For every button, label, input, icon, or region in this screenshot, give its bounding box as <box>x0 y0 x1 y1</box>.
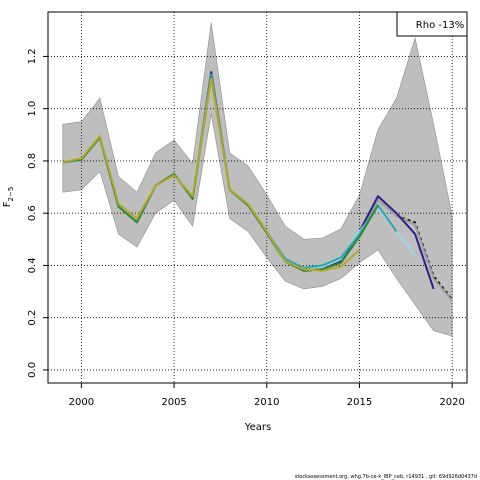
grid <box>48 12 467 383</box>
legend-box <box>396 11 468 37</box>
y-tick-label: 1.0 <box>27 101 38 117</box>
x-tick-label: 2020 <box>439 397 464 408</box>
x-axis: 2000 2005 2010 2015 2020 <box>69 383 465 408</box>
plot-frame <box>47 11 468 384</box>
footer-note: stockassessment.org, whg.7b-ce-k_IBP_ceb… <box>295 474 477 480</box>
y-tick-label: 0.2 <box>27 310 38 326</box>
series-lines <box>62 71 453 302</box>
y-tick-label: 0.8 <box>27 153 38 169</box>
y-tick-label: 0.0 <box>27 362 38 378</box>
legend-text: Rho -13% <box>416 20 464 31</box>
y-tick-label: 0.6 <box>27 205 38 221</box>
x-tick-label: 2015 <box>347 397 372 408</box>
x-tick-label: 2000 <box>69 397 94 408</box>
x-tick-label: 2005 <box>161 397 186 408</box>
y-axis: 0.0 0.2 0.4 0.6 0.8 1.0 1.2 <box>27 48 48 378</box>
legend: Rho -13% <box>396 11 468 37</box>
y-axis-title: F2−5 <box>2 187 15 208</box>
x-axis-title: Years <box>244 422 271 433</box>
y-tick-label: 1.2 <box>27 48 38 64</box>
x-tick-label: 2010 <box>254 397 279 408</box>
series-line-7 <box>62 77 361 272</box>
y-axis-title-main: F <box>2 201 13 207</box>
y-tick-label: 0.4 <box>27 257 38 273</box>
y-axis-title-sub: 2−5 <box>7 187 15 202</box>
